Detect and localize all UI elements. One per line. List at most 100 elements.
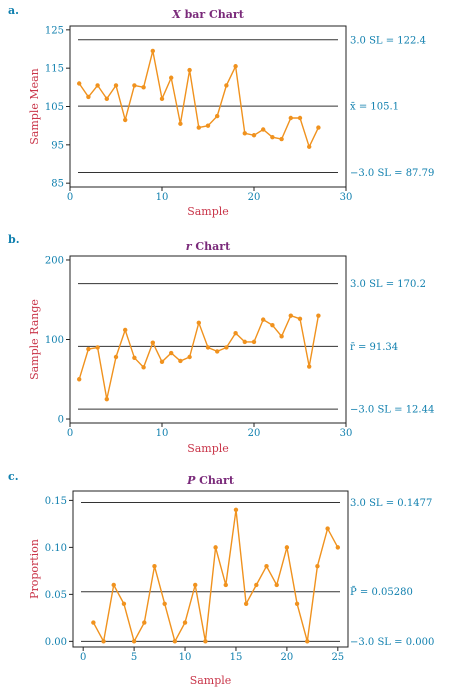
p-series-line [92,509,339,644]
xbar-chart: a. X bar Chart 85 95 105 115 125 0 10 20 30 Sample S… [8,4,434,218]
xbar-y-axis-label: Sample Mean [28,68,41,145]
xbar-ytick-label: 125 [45,25,64,36]
r-data-point [224,345,229,350]
p-data-point [101,639,106,644]
p-chart: c. P Chart 0.00 0.05 0.10 0.15 0 5 10 15 20 25 Sampl… [8,470,434,687]
r-data-point [95,345,100,350]
xbar-center-line-label: x̄ = 105.1 [350,102,399,113]
p-data-point [223,582,228,588]
r-data-point [141,365,146,370]
xbar-data-point [77,81,82,86]
xbar-lower-limit-label: −3.0 SL = 87.79 [350,168,434,179]
xbar-data-point [169,75,174,80]
r-data-point [215,349,220,354]
r-data-point [113,354,119,360]
p-data-point [294,601,300,606]
p-ytick-label: 0.05 [45,590,67,601]
p-data-point [213,545,218,550]
xbar-ytick-label: 85 [51,179,64,190]
p-data-point [274,582,279,588]
xbar-data-point [141,85,146,90]
p-data-point [325,526,330,531]
xbar-data-point [187,67,192,73]
r-data-point [187,354,192,360]
r-ytick-label: 200 [45,255,64,266]
xbar-data-point [270,134,275,140]
xbar-data-point [297,115,303,121]
r-data-point [242,339,247,345]
r-data-point [261,317,266,322]
xbar-data-point [251,133,257,138]
p-data-point [162,601,167,606]
r-data-point [279,334,284,339]
p-data-point [142,620,147,625]
p-y-axis-label: Proportion [28,539,41,599]
xbar-data-point [123,117,128,123]
p-upper-limit-label: 3.0 SL = 0.1477 [350,498,432,509]
r-data-point [77,377,82,382]
p-data-point [315,563,320,569]
p-ytick-label: 0.00 [45,637,67,648]
xbar-data-point [104,96,110,102]
r-data-point [251,339,257,345]
r-lower-limit-label: −3.0 SL = 12.44 [350,405,434,416]
xbar-x-axis-label: Sample [187,205,229,218]
r-data-point [104,396,110,402]
xbar-panel-letter: a. [8,4,19,17]
xbar-data-point [215,113,220,119]
xbar-ytick-label: 95 [51,140,64,151]
p-data-point [111,582,116,588]
xbar-data-point [261,127,266,132]
xbar-data-point [178,121,183,126]
p-x-axis-label: Sample [190,674,232,687]
xbar-data-point [150,48,155,54]
p-data-point [91,620,96,625]
xbar-upper-limit-label: 3.0 SL = 122.4 [350,35,426,46]
p-xtick-label: 25 [331,652,344,663]
p-data-point [264,563,269,569]
xbar-ytick-label: 105 [45,102,64,113]
r-data-point [159,359,165,364]
r-chart-title: r Chart [186,240,231,253]
p-data-point [254,582,259,588]
r-data-point [288,313,293,318]
xbar-xtick-label: 30 [340,192,353,203]
p-chart-title: P Chart [186,474,235,487]
r-data-point [270,322,275,328]
p-data-point [203,639,208,644]
p-data-point [182,620,188,625]
p-xtick-label: 0 [80,652,86,663]
p-xtick-label: 15 [230,652,243,663]
p-data-point [152,563,157,569]
p-xtick-label: 5 [131,652,137,663]
r-xtick-label: 0 [67,428,73,439]
p-data-point [193,582,198,588]
xbar-xtick-label: 20 [248,192,261,203]
p-data-point [243,601,249,606]
r-chart: b. r Chart 0 100 200 0 10 20 30 Sample Sample Rang… [8,233,434,455]
xbar-data-point [113,83,119,88]
p-xtick-label: 20 [281,652,294,663]
xbar-chart-title: X bar Chart [171,8,244,21]
r-data-point [196,320,201,325]
p-lower-limit-label: −3.0 SL = 0.000 [350,637,434,648]
xbar-xtick-label: 0 [67,192,73,203]
xbar-data-point [316,125,321,130]
r-x-axis-label: Sample [187,442,229,455]
r-ytick-label: 0 [58,415,64,426]
p-data-point [121,601,127,606]
r-center-line-label: r̄ = 91.34 [350,342,398,353]
r-xtick-label: 30 [340,428,353,439]
xbar-data-point [86,94,91,100]
xbar-data-point [205,123,211,128]
xbar-data-point [196,125,201,130]
xbar-data-point [159,96,165,102]
xbar-data-point [233,64,238,69]
p-data-point [284,545,290,550]
p-data-point [233,507,239,512]
xbar-series-line [78,50,320,149]
r-data-point [123,327,128,333]
r-ytick-label: 100 [45,335,64,346]
r-data-point [169,350,174,356]
r-panel-letter: b. [8,233,20,246]
